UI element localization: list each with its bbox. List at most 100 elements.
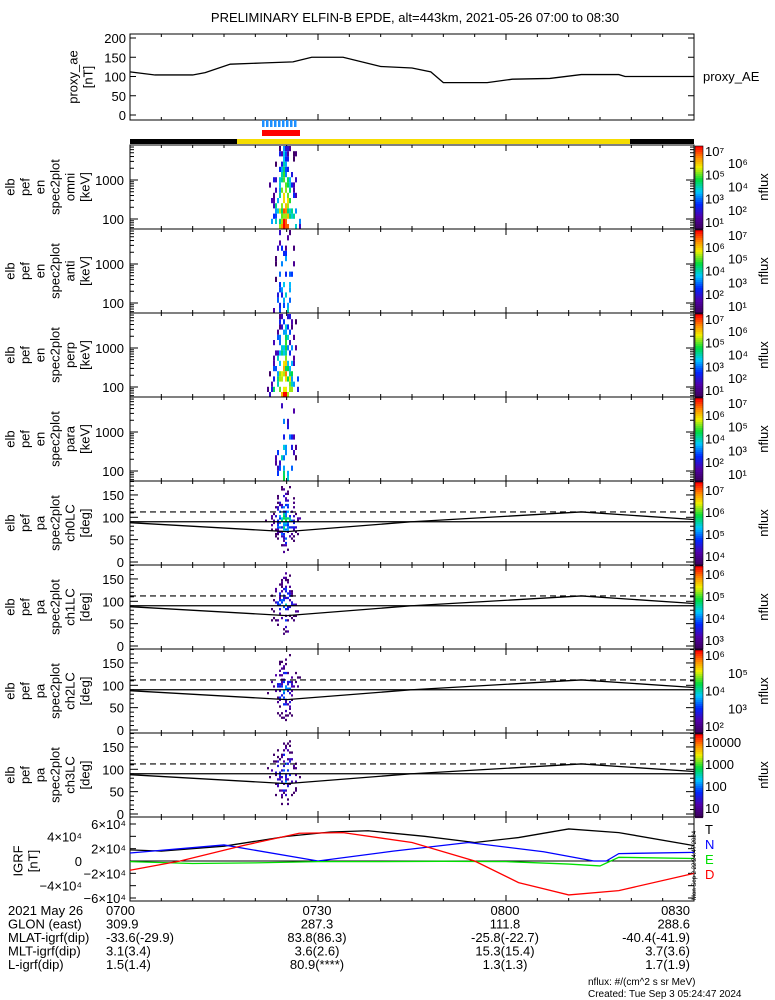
spectrogram-cell (275, 218, 277, 224)
spectrogram-cell (287, 578, 289, 582)
colorbar-tick-label: 10⁶ (705, 648, 725, 663)
spectrogram-cell (281, 667, 283, 670)
spectrogram-cell (283, 703, 285, 706)
spectrogram-cell (287, 308, 289, 314)
y-tick-label: 150 (102, 740, 124, 755)
colorbar-cell (695, 180, 703, 183)
spectrogram-cell (277, 506, 279, 509)
colorbar-cell (695, 624, 703, 627)
spectrogram-cell (281, 578, 283, 582)
spectrogram-cell (285, 515, 287, 518)
colorbar: 10⁷ 10⁶ 10⁵ 10⁴ nflux (694, 481, 771, 567)
spectrogram-cell (277, 532, 279, 536)
spectrogram-cell (283, 161, 285, 167)
colorbar-cell (695, 378, 703, 381)
spin-mark (278, 120, 281, 127)
spectrogram-cell (285, 625, 287, 629)
spectrogram-cell (273, 177, 275, 183)
side-timestamp: Mon Sep 2 22:24:47 2024 (692, 830, 698, 900)
spectrogram-cell (281, 161, 283, 167)
colorbar-cell (695, 780, 703, 783)
colorbar-cell (695, 314, 703, 317)
spectrogram-cell (289, 350, 291, 356)
spectrogram-cell (291, 676, 293, 679)
spectrogram-cell (291, 616, 293, 620)
colorbar-cell (695, 620, 703, 623)
y-tick-label: 100 (102, 594, 124, 609)
spectrogram-cell (285, 521, 287, 525)
spectrogram-cell (279, 271, 281, 277)
spectrogram-cell (281, 208, 283, 214)
colorbar-cell (695, 198, 703, 201)
spectrogram-cell (275, 782, 277, 786)
colorbar-cell (695, 182, 703, 185)
spectrogram-cell (283, 371, 285, 377)
spectrogram-cell (293, 434, 295, 440)
spectrogram-cell (273, 753, 275, 756)
spectrogram-cell (285, 245, 287, 251)
colorbar-tick-label: 10⁶ (705, 567, 725, 582)
spectrogram-cell (285, 187, 287, 193)
spectrogram-cell (277, 292, 279, 298)
spectrogram-cell (285, 603, 287, 606)
spectrogram-cell (283, 302, 285, 308)
colorbar-tick-label: 10³ (705, 633, 724, 648)
spectrogram-cell (291, 271, 293, 277)
spectrogram-cell (287, 177, 289, 183)
colorbar-cell (695, 250, 703, 253)
spectrogram-cell (293, 182, 295, 188)
spectrogram-cell (291, 758, 293, 761)
colorbar-tick-label: 10³ (728, 701, 747, 716)
spectrogram-cell (281, 403, 283, 409)
spectrogram-cell (277, 601, 279, 604)
colorbar-cell (695, 642, 703, 645)
spectrogram-cell (287, 630, 289, 633)
colorbar-label: nflux (756, 257, 771, 285)
colorbar-cell (695, 460, 703, 463)
spectrogram-cell (293, 381, 295, 387)
spectrogram-cell (289, 526, 291, 529)
colorbar-cell (695, 274, 703, 277)
y-axis-label: [deg] (78, 593, 93, 622)
y-axis-label: pa (33, 515, 48, 530)
colorbar-cell (695, 580, 703, 583)
spectrogram-cell (273, 355, 275, 361)
colorbar-cell (695, 160, 703, 163)
spectrogram-cell (291, 714, 293, 717)
colorbar-cell (695, 616, 703, 619)
spectrogram-cell (285, 776, 287, 779)
spectrogram-cell (281, 544, 283, 547)
spectrogram-cell (277, 760, 279, 763)
colorbar-frame (694, 481, 704, 566)
spectrogram-cell (285, 256, 287, 262)
spectrogram-cell (275, 535, 277, 538)
colorbar-tick-label: 10² (705, 455, 724, 470)
spectrogram-cell (275, 366, 277, 372)
spectrogram-cell (287, 302, 289, 308)
spectrogram-cell (275, 601, 277, 604)
colorbar-cell (695, 344, 703, 347)
spectrogram-cell (277, 501, 279, 504)
spectrogram-cell (285, 662, 287, 666)
spin-mark (270, 120, 273, 127)
spectrogram-cell (293, 334, 295, 340)
spectrogram-cell (291, 751, 293, 754)
spectrogram-cell (279, 324, 281, 330)
y-axis-label: spec2plot (48, 243, 63, 299)
spectrogram-cell (273, 616, 275, 620)
colorbar-cell (695, 626, 703, 629)
spectrogram-cell (289, 381, 291, 387)
spectrogram-cell (285, 497, 287, 500)
spectrogram-cell (289, 182, 291, 188)
spectrogram-cell (273, 519, 275, 522)
colorbar-cell (695, 744, 703, 747)
colorbar-cell (695, 672, 703, 675)
spectrogram-cell (277, 297, 279, 303)
spectrogram-cell (279, 603, 281, 606)
colorbar-cell (695, 688, 703, 691)
colorbar-cell (695, 272, 703, 275)
spectrogram-cell (299, 224, 301, 230)
colorbar-cell (695, 370, 703, 373)
spectrogram-cell (285, 524, 287, 527)
